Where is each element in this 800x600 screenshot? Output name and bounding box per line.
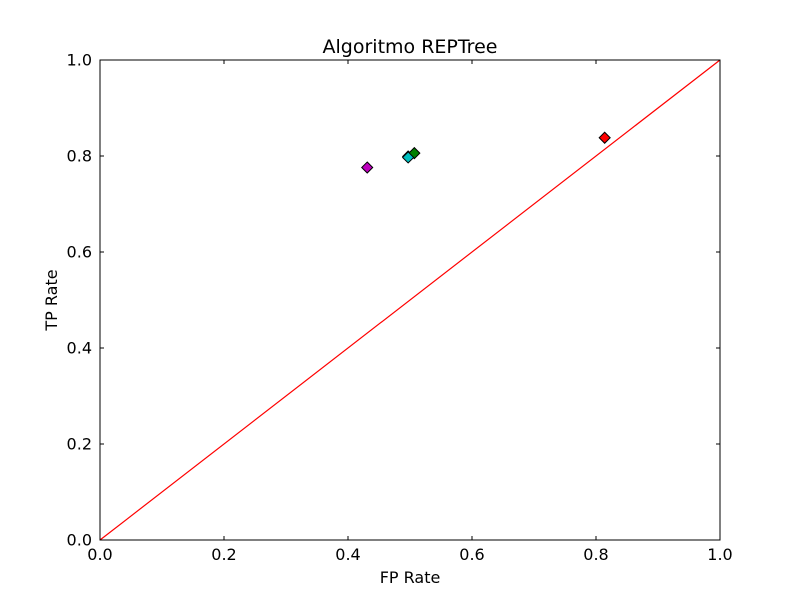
data-point-5 (598, 131, 611, 144)
ticks-layer: 0.0 0.2 0.4 0.6 0.8 1.0 0.0 0.2 0.4 0.6 0.8 1.0 (67, 51, 733, 565)
y-tick-label: 0.8 (67, 147, 92, 166)
data-point-4 (401, 151, 415, 164)
plot-frame (99, 59, 721, 541)
y-tick-label: 0.0 (67, 531, 92, 550)
x-tick-label: 1.0 (707, 545, 732, 564)
x-tick-label: 0.8 (583, 545, 608, 564)
y-tick-label: 0.6 (67, 243, 92, 262)
y-tick-label: 1.0 (67, 51, 92, 70)
chart-title: Algoritmo REPTree (323, 36, 498, 58)
x-tick-label: 0.4 (335, 545, 360, 564)
x-tick-label: 0.0 (87, 545, 112, 564)
y-tick-label: 0.4 (67, 339, 92, 358)
x-tick-label: 0.6 (459, 545, 484, 564)
y-axis-label: TP Rate (42, 269, 61, 331)
data-point-1 (361, 161, 374, 174)
x-axis-label: FP Rate (380, 568, 441, 587)
y-tick-label: 0.2 (67, 435, 92, 454)
reference-line (99, 59, 721, 541)
reference-line-layer (99, 59, 721, 541)
x-tick-label: 0.2 (211, 545, 236, 564)
points-layer (361, 131, 611, 174)
